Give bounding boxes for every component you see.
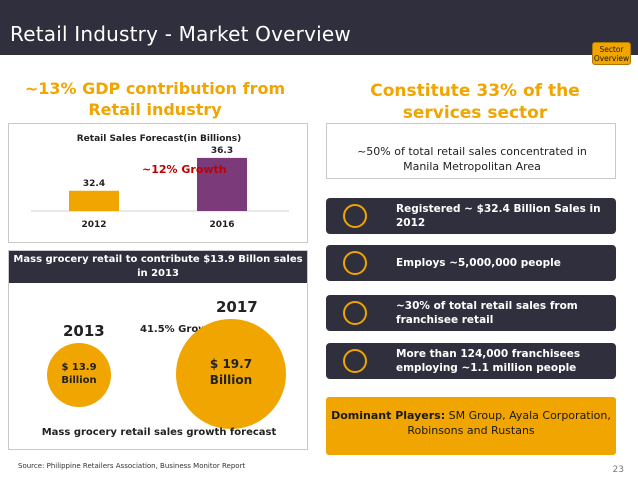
source-note: Source: Philippine Retailers Association…	[18, 462, 246, 470]
x-tick-label: 2012	[81, 220, 106, 230]
fact-item: Employs ~5,000,000 people	[326, 245, 616, 281]
retail-sales-chart: 32.4 2012 36.3 2016 Retail Sales Forecast(i…	[8, 123, 308, 243]
value-2013: $ 13.9 Billion	[61, 362, 97, 386]
fact-text: More than 124,000 franchisees employing …	[396, 348, 581, 374]
value-2017: $ 19.7 Billion	[209, 357, 253, 387]
grocery-growth-label: 41.5% Growth	[140, 324, 220, 335]
ring-icon	[343, 251, 367, 275]
grocery-forecast-label: Mass grocery retail sales growth forecas…	[41, 427, 277, 438]
dominant-players-label: Dominant Players:	[331, 409, 446, 422]
ring-icon	[343, 204, 367, 228]
chart-growth-annotation: ~12% Growth	[142, 163, 227, 176]
fact-item: Registered ~ $32.4 Billion Sales in 2012	[326, 198, 616, 234]
circle-2017: $ 19.7 Billion	[176, 319, 286, 429]
bar-2016	[197, 157, 247, 211]
bar-value-label: 32.4	[83, 179, 105, 189]
bar-value-label: 36.3	[211, 146, 233, 156]
page-number: 23	[612, 465, 624, 475]
chart-title: Retail Sales Forecast(in Billions)	[76, 134, 242, 144]
retail-sales-chart-svg: 32.4 2012 36.3 2016	[31, 146, 289, 230]
services-heading: Constitute 33% of the services sector	[370, 81, 580, 123]
year-2013-label: 2013	[63, 322, 105, 340]
x-tick-label: 2016	[209, 220, 234, 230]
concentration-text: ~50% of total retail sales concentrated …	[357, 145, 587, 173]
ring-icon	[343, 349, 367, 373]
grocery-forecast-panel: Mass grocery retail to contribute $13.9 …	[8, 250, 308, 450]
page-title: Retail Industry - Market Overview	[10, 22, 351, 46]
grocery-title: Mass grocery retail to contribute $13.9 …	[9, 251, 307, 283]
bar-2012	[69, 190, 119, 211]
fact-text: Registered ~ $32.4 Billion Sales in 2012	[396, 203, 601, 229]
fact-text: ~30% of total retail sales from franchis…	[396, 300, 578, 326]
sector-overview-button-label: Sector Overview	[593, 45, 630, 63]
fact-item: ~30% of total retail sales from franchis…	[326, 295, 616, 331]
ring-icon	[343, 301, 367, 325]
sector-overview-button[interactable]: Sector Overview	[592, 42, 631, 65]
dominant-players-box: Dominant Players: SM Group, Ayala Corpor…	[326, 397, 616, 455]
year-2017-label: 2017	[216, 298, 258, 316]
dominant-players-text: SM Group, Ayala Corporation, Robinsons a…	[407, 409, 611, 437]
concentration-box: ~50% of total retail sales concentrated …	[326, 123, 616, 179]
gdp-heading: ~13% GDP contribution from Retail indust…	[24, 79, 286, 119]
fact-item: More than 124,000 franchisees employing …	[326, 343, 616, 379]
fact-text: Employs ~5,000,000 people	[396, 257, 561, 269]
circle-2013: $ 13.9 Billion	[47, 343, 111, 407]
title-bar: Retail Industry - Market Overview Sector…	[0, 0, 638, 65]
